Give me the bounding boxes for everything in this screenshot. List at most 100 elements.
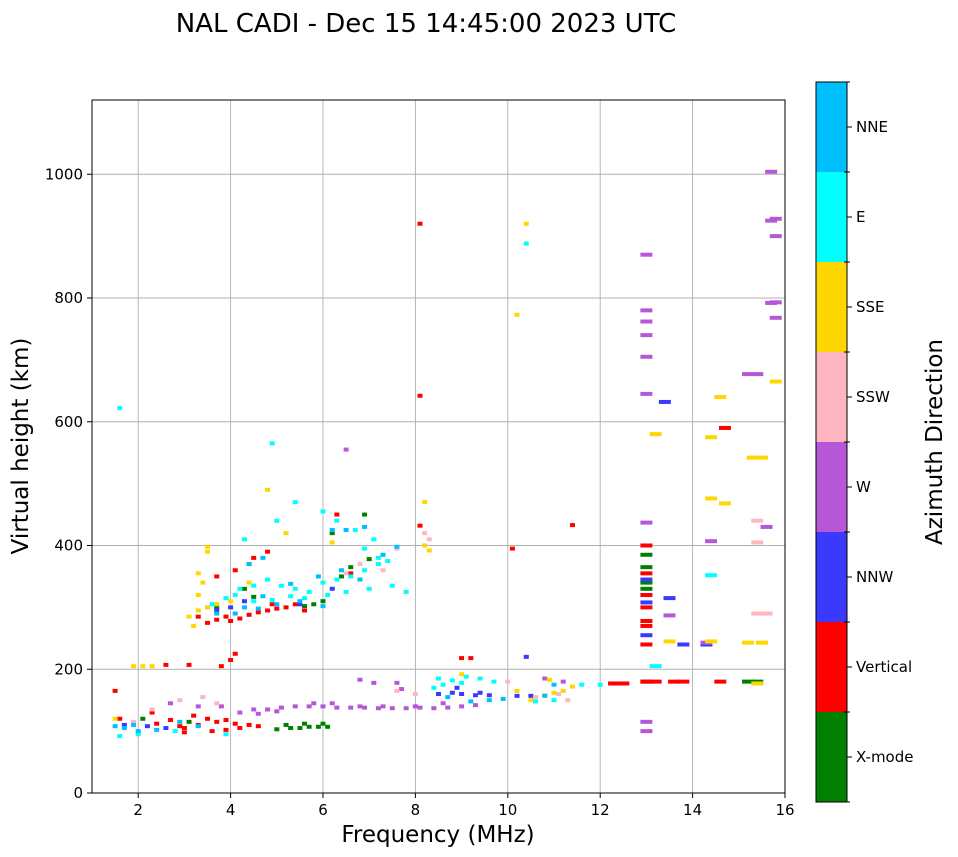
data-point [412,704,418,709]
data-point [705,435,718,440]
data-point [357,577,363,582]
data-point [181,726,187,731]
data-point [523,221,529,226]
data-point [718,425,731,430]
data-point [246,612,252,617]
colorbar: X-mode Vertical NNW W SSW SSE E NNE [815,81,913,803]
data-point [663,613,676,618]
y-tick-label: 0 [73,784,83,802]
series-vertical [112,221,731,735]
data-point [640,520,653,525]
data-point [746,455,759,460]
plot-background [92,100,785,793]
data-point [417,393,423,398]
data-point [140,716,146,721]
data-point [677,642,690,647]
data-point [168,701,174,706]
data-point [677,679,690,684]
data-point [348,705,354,710]
data-point [431,706,437,711]
x-tick-label: 16 [775,801,794,819]
data-point [131,719,137,724]
data-point [292,602,298,607]
data-point [640,593,653,597]
data-point [366,557,372,562]
data-point [640,642,653,647]
data-point [755,640,768,645]
data-point [186,614,192,619]
data-point [117,406,123,411]
data-point [640,580,653,585]
data-point [241,537,247,542]
data-point [640,571,653,576]
data-point [417,221,423,226]
data-point [705,573,718,578]
data-point [251,594,257,599]
data-point [375,562,381,567]
data-point [705,539,718,544]
data-point [149,707,155,712]
data-point [668,679,681,684]
data-point [560,679,566,684]
data-point [195,571,201,576]
data-point [338,568,344,573]
data-point [269,602,275,607]
data-point [472,693,478,698]
data-point [255,724,261,729]
data-point [205,716,210,721]
data-point [454,685,460,690]
data-point [505,679,511,684]
data-point [542,693,548,698]
data-point [640,633,653,638]
data-point [394,544,400,549]
series-nne [112,524,557,734]
data-point [640,319,653,324]
data-point [509,546,515,551]
data-point [769,379,782,384]
data-point [640,308,653,313]
data-point [186,662,192,667]
data-point [375,555,381,560]
data-point [232,651,238,656]
data-point [463,674,469,679]
data-point [362,524,368,529]
data-point [533,699,539,704]
data-point [334,577,340,582]
data-point [640,354,653,359]
data-point [422,543,428,548]
data-point [297,726,303,731]
data-point [334,518,340,523]
data-point [459,680,465,685]
x-tick-label: 10 [498,801,517,819]
x-tick-label: 8 [411,801,421,819]
data-point [205,620,210,625]
y-tick-label: 1000 [45,165,83,183]
data-point [765,300,778,305]
data-point [278,583,284,588]
data-point [320,580,326,585]
data-point [334,705,340,710]
x-tick-label: 4 [226,801,236,819]
data-point [742,640,755,645]
x-tick-label: 12 [591,801,610,819]
data-point [533,695,539,700]
data-point [640,252,653,257]
data-point [362,512,368,517]
data-point [371,680,377,685]
colorbar-tick-label: E [856,208,865,226]
data-point [357,704,363,709]
data-point [486,693,492,698]
data-point [714,395,727,399]
data-point [311,602,317,607]
data-point [459,656,465,661]
data-point [154,727,160,732]
data-point [260,555,266,560]
data-point [426,548,432,553]
colorbar-segment [816,262,847,352]
data-point [380,552,386,557]
data-point [640,679,653,684]
colorbar-label: Azimuth Direction [922,339,948,545]
colorbar-tick-label: Vertical [856,658,912,676]
data-point [426,537,432,542]
data-point [403,589,409,594]
